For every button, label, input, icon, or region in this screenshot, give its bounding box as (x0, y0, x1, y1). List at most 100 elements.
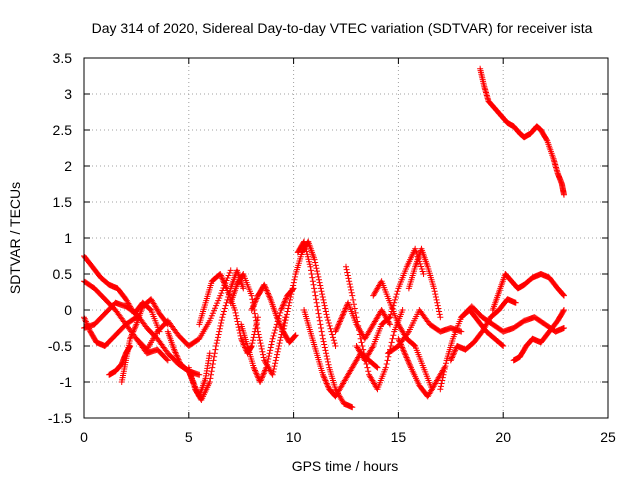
data-point (253, 321, 260, 328)
data-point (128, 332, 135, 339)
data-point (262, 284, 269, 291)
y-axis-label: SDTVAR / TECUs (7, 182, 23, 294)
data-point (274, 351, 281, 358)
data-point (260, 371, 267, 378)
data-point (402, 353, 409, 360)
data-point (324, 358, 331, 365)
data-point (257, 377, 264, 384)
data-point (325, 361, 332, 368)
data-point (305, 256, 312, 263)
data-point (355, 322, 362, 329)
data-point (236, 327, 243, 334)
data-point (449, 353, 456, 360)
series-track-13 (248, 281, 299, 346)
data-point (163, 356, 170, 363)
data-point (288, 291, 295, 298)
data-point (334, 324, 341, 331)
data-point (301, 238, 308, 245)
data-point (212, 346, 219, 353)
data-point (323, 350, 330, 357)
data-point (174, 355, 181, 362)
data-point (560, 307, 567, 313)
data-point (344, 272, 351, 279)
data-point (432, 294, 439, 301)
data-point (231, 307, 238, 313)
data-point (281, 322, 288, 329)
data-point (343, 266, 350, 273)
data-point (441, 368, 448, 375)
y-tick-label: 1 (64, 230, 72, 246)
data-point (386, 319, 393, 326)
data-point (354, 318, 361, 325)
grid (84, 58, 608, 418)
data-point (340, 311, 347, 318)
data-point (324, 317, 331, 324)
series-track-21 (384, 307, 465, 357)
y-tick-label: 3.5 (53, 50, 73, 66)
data-point (219, 276, 226, 283)
data-point (258, 343, 265, 349)
data-point (382, 364, 389, 371)
data-point (252, 314, 259, 321)
data-point (238, 335, 245, 342)
data-point (251, 301, 258, 308)
data-point (363, 361, 370, 367)
data-point (275, 343, 282, 349)
data-point (405, 358, 412, 365)
data-point (128, 331, 135, 338)
data-point (337, 317, 344, 324)
data-point (132, 324, 139, 331)
data-point (401, 350, 408, 357)
data-point (271, 363, 278, 370)
data-point (314, 303, 321, 310)
data-point (319, 291, 326, 298)
data-point (340, 309, 347, 316)
data-point (218, 319, 225, 326)
data-point (206, 379, 213, 385)
data-point (311, 285, 318, 292)
data-point (265, 291, 272, 298)
data-point (356, 331, 363, 338)
data-point (273, 314, 280, 321)
data-point (256, 334, 263, 341)
data-point (254, 328, 261, 335)
y-tick-label: -1.5 (48, 410, 72, 426)
data-point (253, 317, 260, 324)
data-point (175, 356, 182, 363)
series-track-20 (370, 278, 435, 393)
data-point (221, 279, 228, 286)
data-point (270, 332, 277, 339)
data-point (219, 287, 226, 294)
data-point (436, 311, 443, 318)
data-point (312, 292, 319, 299)
data-point (450, 351, 457, 358)
data-point (318, 288, 325, 295)
data-point (210, 357, 217, 364)
data-point (346, 278, 353, 285)
data-point (441, 366, 448, 373)
data-point (253, 296, 260, 303)
data-point (287, 294, 294, 301)
data-point (302, 246, 309, 253)
data-point (312, 262, 319, 269)
data-point (277, 334, 284, 341)
data-point (387, 311, 394, 318)
data-point (437, 386, 444, 393)
data-point (269, 335, 276, 342)
data-point (257, 340, 264, 347)
data-point (397, 340, 404, 347)
data-point (266, 293, 273, 300)
data-point (270, 368, 277, 375)
data-point (240, 285, 247, 292)
data-point (274, 348, 281, 355)
data-point (214, 334, 221, 341)
data-point (431, 288, 438, 295)
data-point (272, 360, 279, 367)
series-track-28 (510, 307, 567, 364)
data-point (355, 327, 362, 334)
data-point (312, 259, 319, 266)
y-tick-label: 2 (64, 158, 72, 174)
data-point (438, 380, 445, 387)
data-point (437, 314, 444, 321)
data-point (317, 321, 324, 328)
